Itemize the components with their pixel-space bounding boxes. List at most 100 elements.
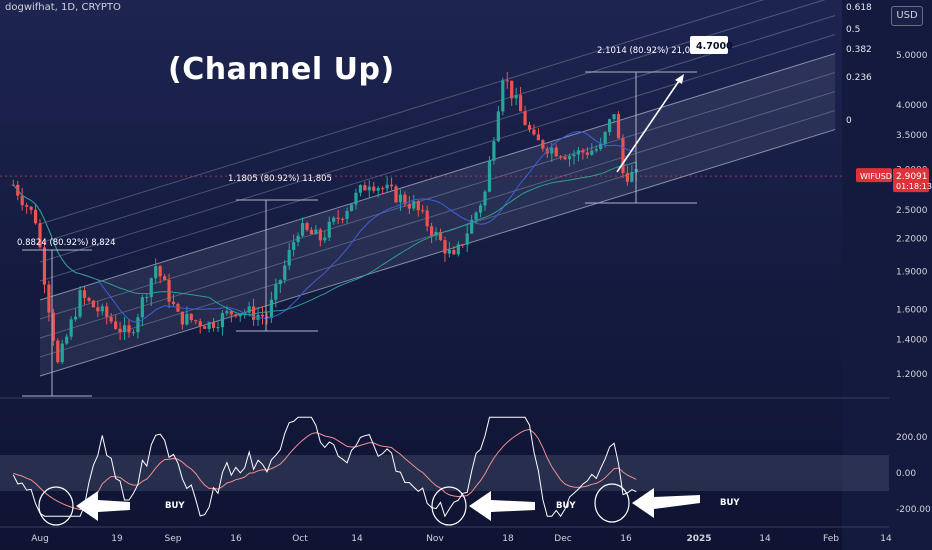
- candle-body: [252, 306, 256, 320]
- measure-label: 2.1014 (80.92%) 21,014: [597, 46, 701, 56]
- candle-body: [332, 217, 336, 222]
- candle-body: [465, 233, 469, 245]
- candle-body: [318, 229, 322, 241]
- candle-body: [452, 249, 456, 255]
- candle-body: [25, 205, 29, 207]
- x-tick-label: Aug: [31, 534, 49, 544]
- target-label-bg: [690, 36, 728, 54]
- candle-body: [82, 290, 87, 299]
- candle-body: [336, 217, 340, 219]
- candle-body: [309, 229, 314, 235]
- candle-body: [140, 297, 144, 318]
- candle-body: [158, 266, 162, 277]
- candle-body: [416, 201, 420, 211]
- candle-body: [131, 332, 136, 334]
- candle-body: [163, 276, 167, 280]
- candle-body: [300, 223, 305, 236]
- candle-body: [180, 311, 184, 325]
- candle-body: [363, 185, 367, 191]
- candle-body: [323, 237, 327, 241]
- candle-body: [487, 160, 492, 192]
- candle-body: [608, 119, 612, 133]
- price-tag: 2.9091: [896, 172, 928, 182]
- candle-body: [478, 205, 483, 213]
- candle-body: [496, 111, 500, 142]
- candle-body: [203, 326, 207, 329]
- candle-body: [349, 204, 354, 211]
- candle-body: [265, 316, 269, 319]
- candle-body: [461, 244, 465, 246]
- candle-body: [541, 140, 545, 149]
- candle-body: [274, 284, 278, 300]
- candle-body: [625, 173, 629, 182]
- fib-level-label: 0: [846, 116, 852, 126]
- channel-line: [39, 34, 836, 282]
- candle-body: [563, 157, 567, 160]
- candle-body: [550, 147, 554, 154]
- y-tick-label: 2.2000: [896, 235, 928, 245]
- candle-body: [581, 150, 585, 153]
- channel-line: [39, 0, 765, 225]
- candle-body: [585, 152, 589, 155]
- candle-body: [171, 301, 176, 305]
- candle-body: [38, 223, 42, 248]
- candle-body: [514, 95, 518, 99]
- y-tick-label: 4.0000: [896, 101, 928, 111]
- candle-body: [225, 311, 229, 314]
- candle-body: [185, 313, 189, 325]
- candle-body: [443, 240, 447, 254]
- x-tick-label: 16: [620, 534, 632, 544]
- candle-body: [376, 188, 380, 191]
- buy-arrow: [632, 488, 700, 518]
- candle-body: [532, 129, 536, 135]
- candle-body: [305, 223, 309, 230]
- candle-body: [447, 249, 451, 254]
- candle-body: [109, 316, 113, 322]
- candle-body: [100, 306, 104, 312]
- candle-body: [145, 296, 149, 298]
- buy-signal-circle: [38, 486, 74, 526]
- candle-body: [229, 311, 233, 315]
- candle-body: [87, 298, 91, 301]
- osc-signal-line: [13, 428, 637, 511]
- candle-body: [149, 278, 153, 297]
- candle-body: [407, 204, 411, 209]
- buy-arrow: [76, 491, 130, 521]
- candle-body: [630, 171, 634, 182]
- candle-body: [314, 229, 318, 235]
- candle-body: [456, 244, 460, 255]
- target-label: 4.7000: [696, 41, 733, 52]
- candle-body: [296, 235, 300, 243]
- moving-average-green: [12, 161, 637, 316]
- x-tick-label: 2025: [686, 534, 711, 544]
- candle-body: [354, 192, 358, 205]
- candle-body: [56, 340, 60, 363]
- candle-body: [438, 231, 443, 241]
- candle-body: [345, 210, 349, 219]
- countdown-tag: 01:18:13: [896, 182, 932, 191]
- y-tick-label: 1.6000: [896, 306, 928, 316]
- candle-body: [572, 154, 576, 157]
- measure-label: 0.8824 (80.92%) 8,824: [17, 238, 116, 248]
- osc-y-tick-label: -200.00: [896, 505, 931, 515]
- candle-body: [389, 184, 394, 187]
- candle-body: [118, 328, 122, 333]
- candle-body: [527, 125, 532, 130]
- candle-body: [590, 150, 594, 155]
- currency-button[interactable]: USD: [891, 6, 923, 26]
- channel-line: [39, 91, 836, 339]
- fib-level-label: 0.236: [846, 73, 872, 83]
- fib-level-label: 0.618: [846, 3, 872, 13]
- candle-body: [501, 80, 505, 112]
- x-tick-label: 16: [230, 534, 242, 544]
- candle-body: [194, 320, 198, 322]
- candle-body: [65, 336, 69, 344]
- candle-body: [136, 317, 140, 333]
- candle-body: [69, 319, 73, 337]
- candle-body: [567, 156, 572, 160]
- buy-signal-circle: [431, 486, 467, 526]
- x-tick-label: Oct: [292, 534, 308, 544]
- x-tick-label: Feb: [823, 534, 839, 544]
- candle-body: [492, 141, 496, 161]
